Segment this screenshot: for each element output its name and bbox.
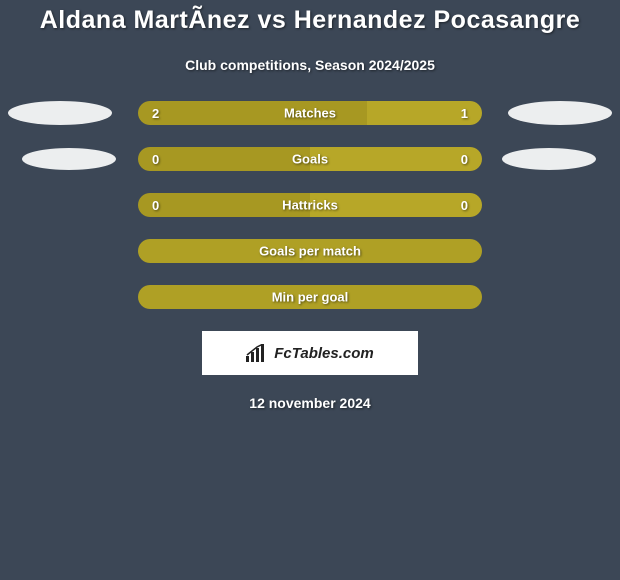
stat-row: 00Goals <box>0 147 620 171</box>
stat-bar: Min per goal <box>138 285 482 309</box>
player-marker-left <box>22 148 116 170</box>
stat-bar: 00Goals <box>138 147 482 171</box>
comparison-card: Aldana MartÃ­nez vs Hernandez Pocasangre… <box>0 0 620 411</box>
stat-row: 21Matches <box>0 101 620 125</box>
stat-rows: 21Matches 00Goals 00Hattricks Goals per mat… <box>0 101 620 309</box>
subtitle: Club competitions, Season 2024/2025 <box>185 57 435 73</box>
stat-bar-left: 0 <box>138 193 310 217</box>
stat-bar: 00Hattricks <box>138 193 482 217</box>
page-title: Aldana MartÃ­nez vs Hernandez Pocasangre <box>40 6 581 35</box>
stat-bar-left: 0 <box>138 147 310 171</box>
player-marker-right <box>508 101 612 125</box>
stat-bar-left: 2 <box>138 101 367 125</box>
date-text: 12 november 2024 <box>249 395 370 411</box>
attribution-badge: FcTables.com <box>202 331 418 375</box>
stat-row: Min per goal <box>0 285 620 309</box>
chart-icon <box>246 344 268 362</box>
stat-bar-right: 0 <box>310 193 482 217</box>
stat-bar-full <box>138 285 482 309</box>
stat-bar-full <box>138 239 482 263</box>
stat-row: Goals per match <box>0 239 620 263</box>
stat-bar: Goals per match <box>138 239 482 263</box>
stat-row: 00Hattricks <box>0 193 620 217</box>
player-marker-right <box>502 148 596 170</box>
stat-bar-right: 0 <box>310 147 482 171</box>
stat-bar: 21Matches <box>138 101 482 125</box>
player-marker-left <box>8 101 112 125</box>
stat-bar-right: 1 <box>367 101 482 125</box>
attribution-text: FcTables.com <box>274 345 373 362</box>
